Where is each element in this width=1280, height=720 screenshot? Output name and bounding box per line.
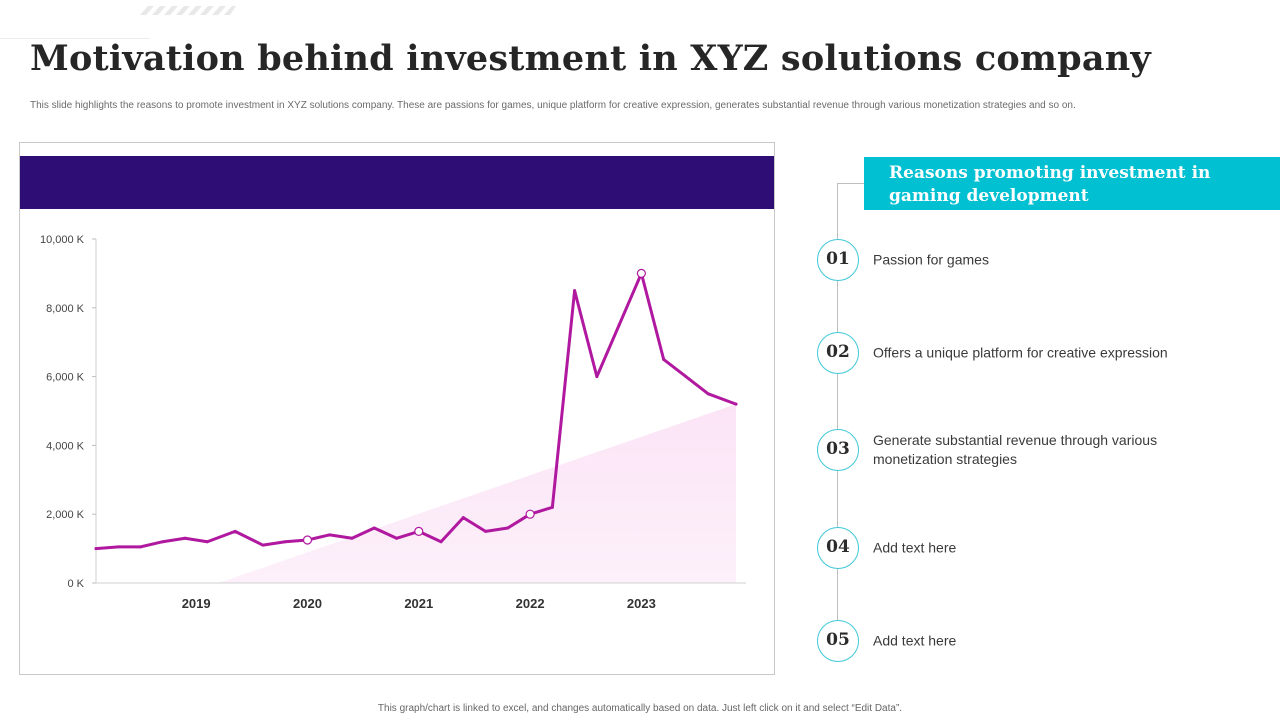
page-title: Motivation behind investment in XYZ solu…: [30, 38, 1151, 79]
reason-text-2: Offers a unique platform for creative ex…: [873, 344, 1168, 361]
reason-item-3: 03 Generate substantial revenue through …: [817, 429, 1257, 471]
reasons-header: Reasons promoting investment in gaming d…: [864, 157, 1280, 210]
x-tick-label: 2022: [516, 596, 545, 611]
data-point: [261, 543, 265, 547]
data-point: [550, 505, 554, 509]
line-chart[interactable]: 0 K 2,000 K 4,000 K 6,000 K 8,000 K 10,000 K 2…: [20, 210, 774, 670]
reason-number-4: 04: [817, 527, 859, 569]
reason-item-1: 01 Passion for games: [817, 239, 1257, 281]
data-point: [350, 536, 354, 540]
data-point: [484, 529, 488, 533]
reason-text-1: Passion for games: [873, 251, 989, 268]
data-point: [461, 516, 465, 520]
data-point: [283, 540, 287, 544]
data-point-marker: [636, 268, 646, 279]
reason-text-4: Add text here: [873, 539, 957, 556]
reason-text-5: Add text here: [873, 632, 957, 649]
reasons-header-title: Reasons promoting investment in gaming d…: [889, 163, 1211, 206]
x-tick-label: 2020: [293, 596, 322, 611]
x-tick-label: 2023: [627, 596, 656, 611]
data-point: [139, 545, 143, 549]
data-point: [706, 392, 710, 396]
data-point: [506, 526, 510, 530]
reason-number-3: 03: [817, 429, 859, 471]
data-point: [395, 536, 399, 540]
data-point: [116, 545, 120, 549]
page-subtitle: This slide highlights the reasons to pro…: [30, 100, 1076, 111]
y-tick-label: 10,000 K: [40, 234, 85, 246]
data-point-marker: [302, 535, 313, 545]
data-point: [662, 357, 666, 361]
data-point-marker: [525, 509, 535, 519]
trend-area: [218, 404, 736, 583]
reason-number-1: 01: [817, 239, 859, 281]
y-tick-label: 4,000 K: [46, 440, 85, 452]
reason-text-3: Generate substantial revenue through var…: [873, 432, 1158, 467]
data-point: [573, 289, 577, 293]
chart-header-band: [20, 156, 774, 209]
data-point: [684, 375, 688, 379]
data-point: [734, 402, 738, 406]
reason-number-2: 02: [817, 332, 859, 374]
decorative-stripes: [140, 6, 236, 15]
y-tick-label: 0 K: [67, 578, 84, 590]
data-point: [233, 529, 237, 533]
data-point: [205, 540, 209, 544]
y-tick-label: 8,000 K: [46, 303, 85, 315]
data-point: [595, 375, 599, 379]
data-point: [94, 547, 98, 551]
data-point: [183, 536, 187, 540]
chart-frame: [19, 142, 775, 675]
data-point: [372, 526, 376, 530]
reason-item-5: 05 Add text here: [817, 620, 1257, 662]
x-tick-label: 2021: [404, 596, 433, 611]
reason-item-4: 04 Add text here: [817, 527, 1257, 569]
reason-number-5: 05: [817, 620, 859, 662]
data-point: [617, 323, 621, 327]
x-tick-label: 2019: [182, 596, 211, 611]
data-point: [161, 540, 165, 544]
data-point: [328, 533, 332, 537]
y-tick-label: 2,000 K: [46, 509, 85, 521]
decorative-line: [0, 38, 150, 39]
data-point-marker: [414, 526, 424, 536]
timeline-connector: [837, 183, 864, 184]
data-point: [439, 540, 443, 544]
footer-note: This graph/chart is linked to excel, and…: [377, 703, 903, 714]
y-tick-label: 6,000 K: [46, 372, 85, 384]
timeline-line: [837, 183, 838, 643]
reason-item-2: 02 Offers a unique platform for creative…: [817, 332, 1257, 374]
